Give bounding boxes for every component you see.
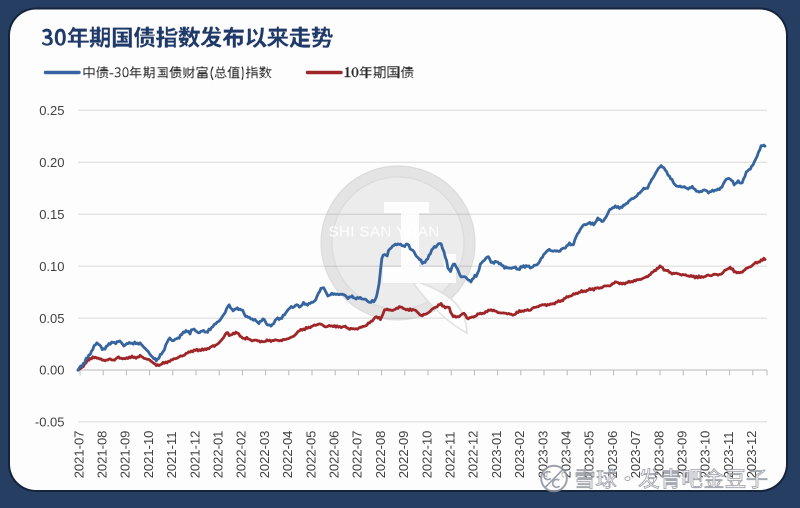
svg-text:2023-12: 2023-12: [744, 431, 759, 479]
svg-text:2021-10: 2021-10: [141, 431, 156, 479]
svg-text:2021-08: 2021-08: [95, 431, 110, 479]
svg-text:SHI SAN YUAN: SHI SAN YUAN: [329, 224, 440, 241]
svg-text:2023-04: 2023-04: [559, 431, 574, 479]
svg-text:2021-12: 2021-12: [187, 431, 202, 479]
svg-text:2022-04: 2022-04: [280, 431, 295, 479]
svg-text:-0.05: -0.05: [35, 415, 65, 430]
svg-text:2021-11: 2021-11: [164, 432, 179, 479]
svg-text:0.00: 0.00: [39, 363, 64, 378]
svg-text:2023-09: 2023-09: [675, 431, 690, 479]
svg-text:0.15: 0.15: [39, 207, 64, 222]
svg-text:0.20: 0.20: [39, 155, 64, 170]
svg-text:2021-07: 2021-07: [71, 431, 86, 479]
svg-text:2022-11: 2022-11: [443, 432, 458, 479]
svg-text:0.05: 0.05: [39, 311, 64, 326]
svg-text:2023-03: 2023-03: [535, 431, 550, 479]
svg-text:2022-01: 2022-01: [211, 431, 226, 479]
svg-text:2023-08: 2023-08: [651, 431, 666, 479]
svg-text:2023-05: 2023-05: [582, 431, 597, 479]
svg-text:2023-10: 2023-10: [698, 431, 713, 479]
svg-text:2023-06: 2023-06: [605, 431, 620, 479]
svg-text:2022-12: 2022-12: [466, 431, 481, 479]
svg-text:0.25: 0.25: [39, 103, 64, 118]
svg-text:2022-07: 2022-07: [350, 431, 365, 479]
svg-text:2023-11: 2023-11: [721, 432, 736, 479]
svg-text:2022-10: 2022-10: [419, 431, 434, 479]
svg-text:2022-02: 2022-02: [234, 431, 249, 479]
svg-text:2023-02: 2023-02: [512, 431, 527, 479]
svg-text:2022-03: 2022-03: [257, 431, 272, 479]
svg-text:2021-09: 2021-09: [118, 431, 133, 479]
svg-text:2022-06: 2022-06: [327, 431, 342, 479]
svg-text:2023-01: 2023-01: [489, 431, 504, 479]
svg-text:2022-09: 2022-09: [396, 431, 411, 479]
svg-text:2023-07: 2023-07: [628, 431, 643, 479]
svg-text:0.10: 0.10: [39, 259, 64, 274]
svg-text:2022-05: 2022-05: [303, 431, 318, 479]
svg-text:2022-08: 2022-08: [373, 431, 388, 479]
